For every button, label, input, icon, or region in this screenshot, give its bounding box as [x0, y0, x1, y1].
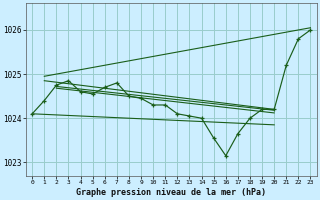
X-axis label: Graphe pression niveau de la mer (hPa): Graphe pression niveau de la mer (hPa)	[76, 188, 266, 197]
